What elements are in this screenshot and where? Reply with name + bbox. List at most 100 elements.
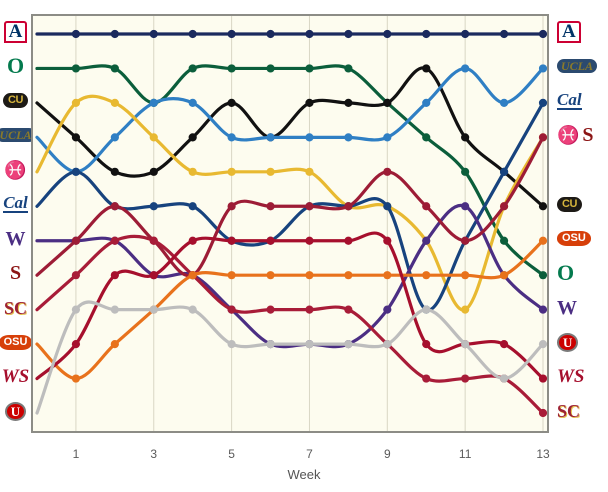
data-point — [227, 167, 236, 176]
data-point — [461, 202, 470, 211]
data-point — [461, 305, 470, 314]
data-point — [538, 133, 548, 142]
data-point — [305, 305, 314, 314]
data-point — [227, 202, 236, 211]
data-point — [227, 305, 236, 314]
data-point — [149, 133, 158, 142]
data-point — [461, 64, 470, 73]
left-rail-slot: CU — [0, 89, 31, 113]
data-point — [266, 339, 275, 349]
data-point — [149, 236, 158, 245]
data-point — [227, 339, 236, 349]
data-point — [71, 339, 81, 349]
right-rail-slot: U — [549, 330, 608, 354]
x-tick-label: 9 — [383, 447, 391, 461]
logo-california: Cal — [3, 193, 28, 214]
right-rail-slot: WS — [549, 365, 608, 389]
data-point — [461, 29, 470, 39]
data-point — [71, 64, 81, 73]
data-point — [344, 133, 353, 142]
data-point — [110, 339, 119, 349]
data-point — [305, 339, 314, 349]
data-point — [110, 305, 119, 314]
logo-stanford: S — [582, 124, 594, 147]
data-point — [188, 202, 197, 211]
logo-ucla: UCLA — [557, 59, 598, 74]
data-point — [71, 374, 81, 383]
data-point — [227, 98, 236, 108]
data-point — [188, 167, 197, 176]
right-rail-slot: OSU — [549, 227, 608, 251]
data-point — [383, 133, 392, 142]
right-rail-slot: A — [549, 20, 608, 44]
data-point — [422, 374, 431, 383]
right-logo-rail: A UCLA Cal ♓ S CU OSU O W U WS SC — [549, 14, 608, 433]
logo-oregon: O — [557, 260, 575, 286]
data-point — [422, 98, 431, 108]
data-point — [110, 202, 119, 211]
logo-usc: SC — [557, 401, 581, 421]
data-point — [305, 236, 314, 245]
data-point — [110, 98, 119, 108]
data-point — [538, 64, 548, 73]
logo-utah: U — [557, 332, 579, 352]
data-point — [227, 29, 236, 39]
logo-colorado: CU — [3, 93, 28, 109]
data-point — [422, 133, 431, 142]
gridlines — [75, 16, 544, 431]
data-point — [227, 236, 236, 245]
x-tick-label: 11 — [458, 447, 472, 461]
data-point — [383, 167, 392, 176]
logo-arizona-state: ♓ — [557, 125, 580, 146]
logo-arizona: A — [557, 21, 581, 43]
data-point — [499, 202, 509, 211]
data-point — [383, 98, 392, 108]
data-point — [266, 305, 275, 314]
left-rail-slot: S — [0, 261, 31, 285]
data-point — [499, 339, 509, 349]
data-point — [422, 271, 431, 280]
data-point — [344, 64, 353, 73]
data-point — [149, 271, 158, 280]
data-point — [538, 98, 548, 108]
data-point — [188, 29, 197, 39]
data-point — [499, 167, 509, 176]
data-point — [71, 305, 81, 314]
data-point — [149, 98, 158, 108]
data-point — [227, 133, 236, 142]
data-point — [499, 98, 509, 108]
data-point — [110, 167, 119, 176]
logo-utah: U — [4, 401, 27, 421]
data-point — [538, 202, 548, 211]
data-point — [305, 133, 314, 142]
data-point — [227, 271, 236, 280]
data-point — [461, 374, 470, 383]
data-point — [538, 339, 548, 349]
logo-washington-state: WS — [557, 366, 585, 388]
left-logo-rail: A O CU UCLA ♓ Cal W S SC OSU WS U — [0, 14, 36, 433]
data-point — [383, 305, 392, 314]
series-orst — [35, 236, 548, 383]
x-tick-label: 3 — [150, 447, 158, 461]
data-point — [110, 64, 119, 73]
data-point — [461, 236, 470, 245]
data-point — [71, 271, 81, 280]
data-point — [149, 202, 158, 211]
data-point — [538, 236, 548, 245]
x-axis-title: Week — [287, 467, 321, 482]
left-rail-slot: UCLA — [0, 123, 36, 147]
x-tick-label: 7 — [306, 447, 313, 461]
data-point — [344, 236, 353, 245]
data-point — [110, 236, 119, 245]
left-rail-slot: U — [0, 399, 31, 423]
logo-ucla: UCLA — [0, 128, 36, 143]
data-point — [71, 236, 81, 245]
data-point — [499, 374, 509, 383]
data-point — [266, 167, 275, 176]
data-point — [266, 202, 275, 211]
data-point — [188, 64, 197, 73]
data-point — [383, 339, 392, 349]
right-rail-slot: SC — [549, 399, 608, 423]
right-rail-slot: O — [549, 261, 608, 285]
